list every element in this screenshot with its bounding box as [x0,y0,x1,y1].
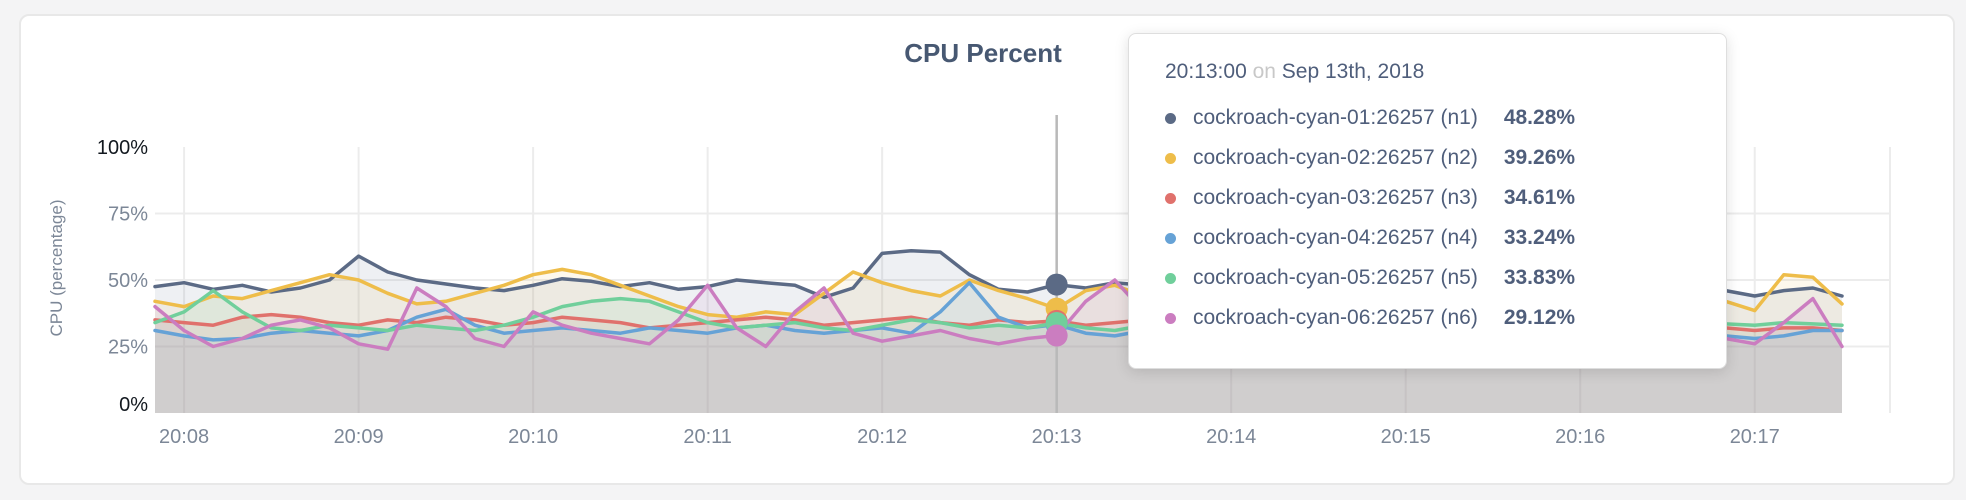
series-area-n5 [155,290,1842,413]
y-tick-label: 75% [108,204,148,226]
x-tick-label: 20:14 [1206,426,1256,448]
tooltip-header: 20:13:00 on Sep 13th, 2018 [1165,60,1672,84]
chart-title: CPU Percent [904,38,1062,68]
x-tick-label: 20:15 [1381,426,1431,448]
tooltip-series-name: cockroach-cyan-05:26257 (n5) [1193,266,1478,289]
tooltip-row-n4: cockroach-cyan-04:26257 (n4) 33.24% [1165,218,1672,258]
hover-guideline [1045,115,1068,413]
series-color-dot-icon [1165,152,1176,164]
x-tick-label: 20:17 [1730,426,1780,448]
x-tick-label: 20:12 [857,426,907,448]
tooltip-row-n5: cockroach-cyan-05:26257 (n5) 33.83% [1165,258,1672,298]
tooltip-row-n6: cockroach-cyan-06:26257 (n6) 29.12% [1165,298,1672,338]
y-axis-title: CPU (percentage) [47,199,66,336]
tooltip-row-n3: cockroach-cyan-03:26257 (n3) 34.61% [1165,178,1672,218]
series-color-dot-icon [1165,192,1176,204]
hover-tooltip: 20:13:00 on Sep 13th, 2018 cockroach-cya… [1128,33,1727,369]
tooltip-series-name: cockroach-cyan-06:26257 (n6) [1193,306,1478,329]
series-color-dot-icon [1165,112,1176,124]
x-tick-label: 20:08 [159,426,209,448]
series-area-n4 [155,282,1842,413]
tooltip-conjunction: on [1252,60,1276,83]
y-tick-label: 100% [97,137,148,159]
tooltip-series-value: 33.24% [1503,226,1576,249]
tooltip-row-n2: cockroach-cyan-02:26257 (n2) 39.26% [1165,138,1672,178]
x-tick-label: 20:11 [683,426,732,448]
tooltip-time: 20:13:00 [1165,60,1247,83]
tooltip-series-value: 34.61% [1503,186,1576,209]
y-tick-label: 0% [119,394,148,416]
tooltip-series-name: cockroach-cyan-03:26257 (n3) [1193,186,1478,209]
x-tick-label: 20:13 [1032,426,1082,448]
x-tick-label: 20:09 [334,426,384,448]
tooltip-rows: cockroach-cyan-01:26257 (n1) 48.28% cockro… [1165,98,1672,338]
hover-dot-n6 [1045,324,1068,347]
series-areas [155,250,1842,413]
y-tick-label: 25% [108,337,148,359]
series-color-dot-icon [1165,312,1176,324]
tooltip-series-name: cockroach-cyan-04:26257 (n4) [1193,226,1478,249]
tooltip-series-name: cockroach-cyan-02:26257 (n2) [1193,146,1478,169]
y-tick-label: 50% [108,270,148,292]
tooltip-series-value: 39.26% [1503,146,1576,169]
tooltip-row-n1: cockroach-cyan-01:26257 (n1) 48.28% [1165,98,1672,138]
tooltip-series-name: cockroach-cyan-01:26257 (n1) [1193,106,1478,129]
series-area-n6 [155,280,1842,413]
series-color-dot-icon [1165,272,1176,284]
series-color-dot-icon [1165,232,1176,244]
x-tick-label: 20:10 [508,426,558,448]
x-axis-labels: 20:08 20:09 20:10 20:11 20:12 20:13 20:14 20:15… [159,426,1780,448]
tooltip-series-value: 33.83% [1503,266,1576,289]
x-tick-label: 20:16 [1555,426,1605,448]
hover-dot-n1 [1045,273,1068,296]
tooltip-series-value: 48.28% [1503,106,1576,129]
y-axis-labels: 100% 75% 50% 25% 0% [97,137,148,416]
tooltip-series-value: 29.12% [1503,306,1576,329]
tooltip-date: Sep 13th, 2018 [1281,60,1425,83]
